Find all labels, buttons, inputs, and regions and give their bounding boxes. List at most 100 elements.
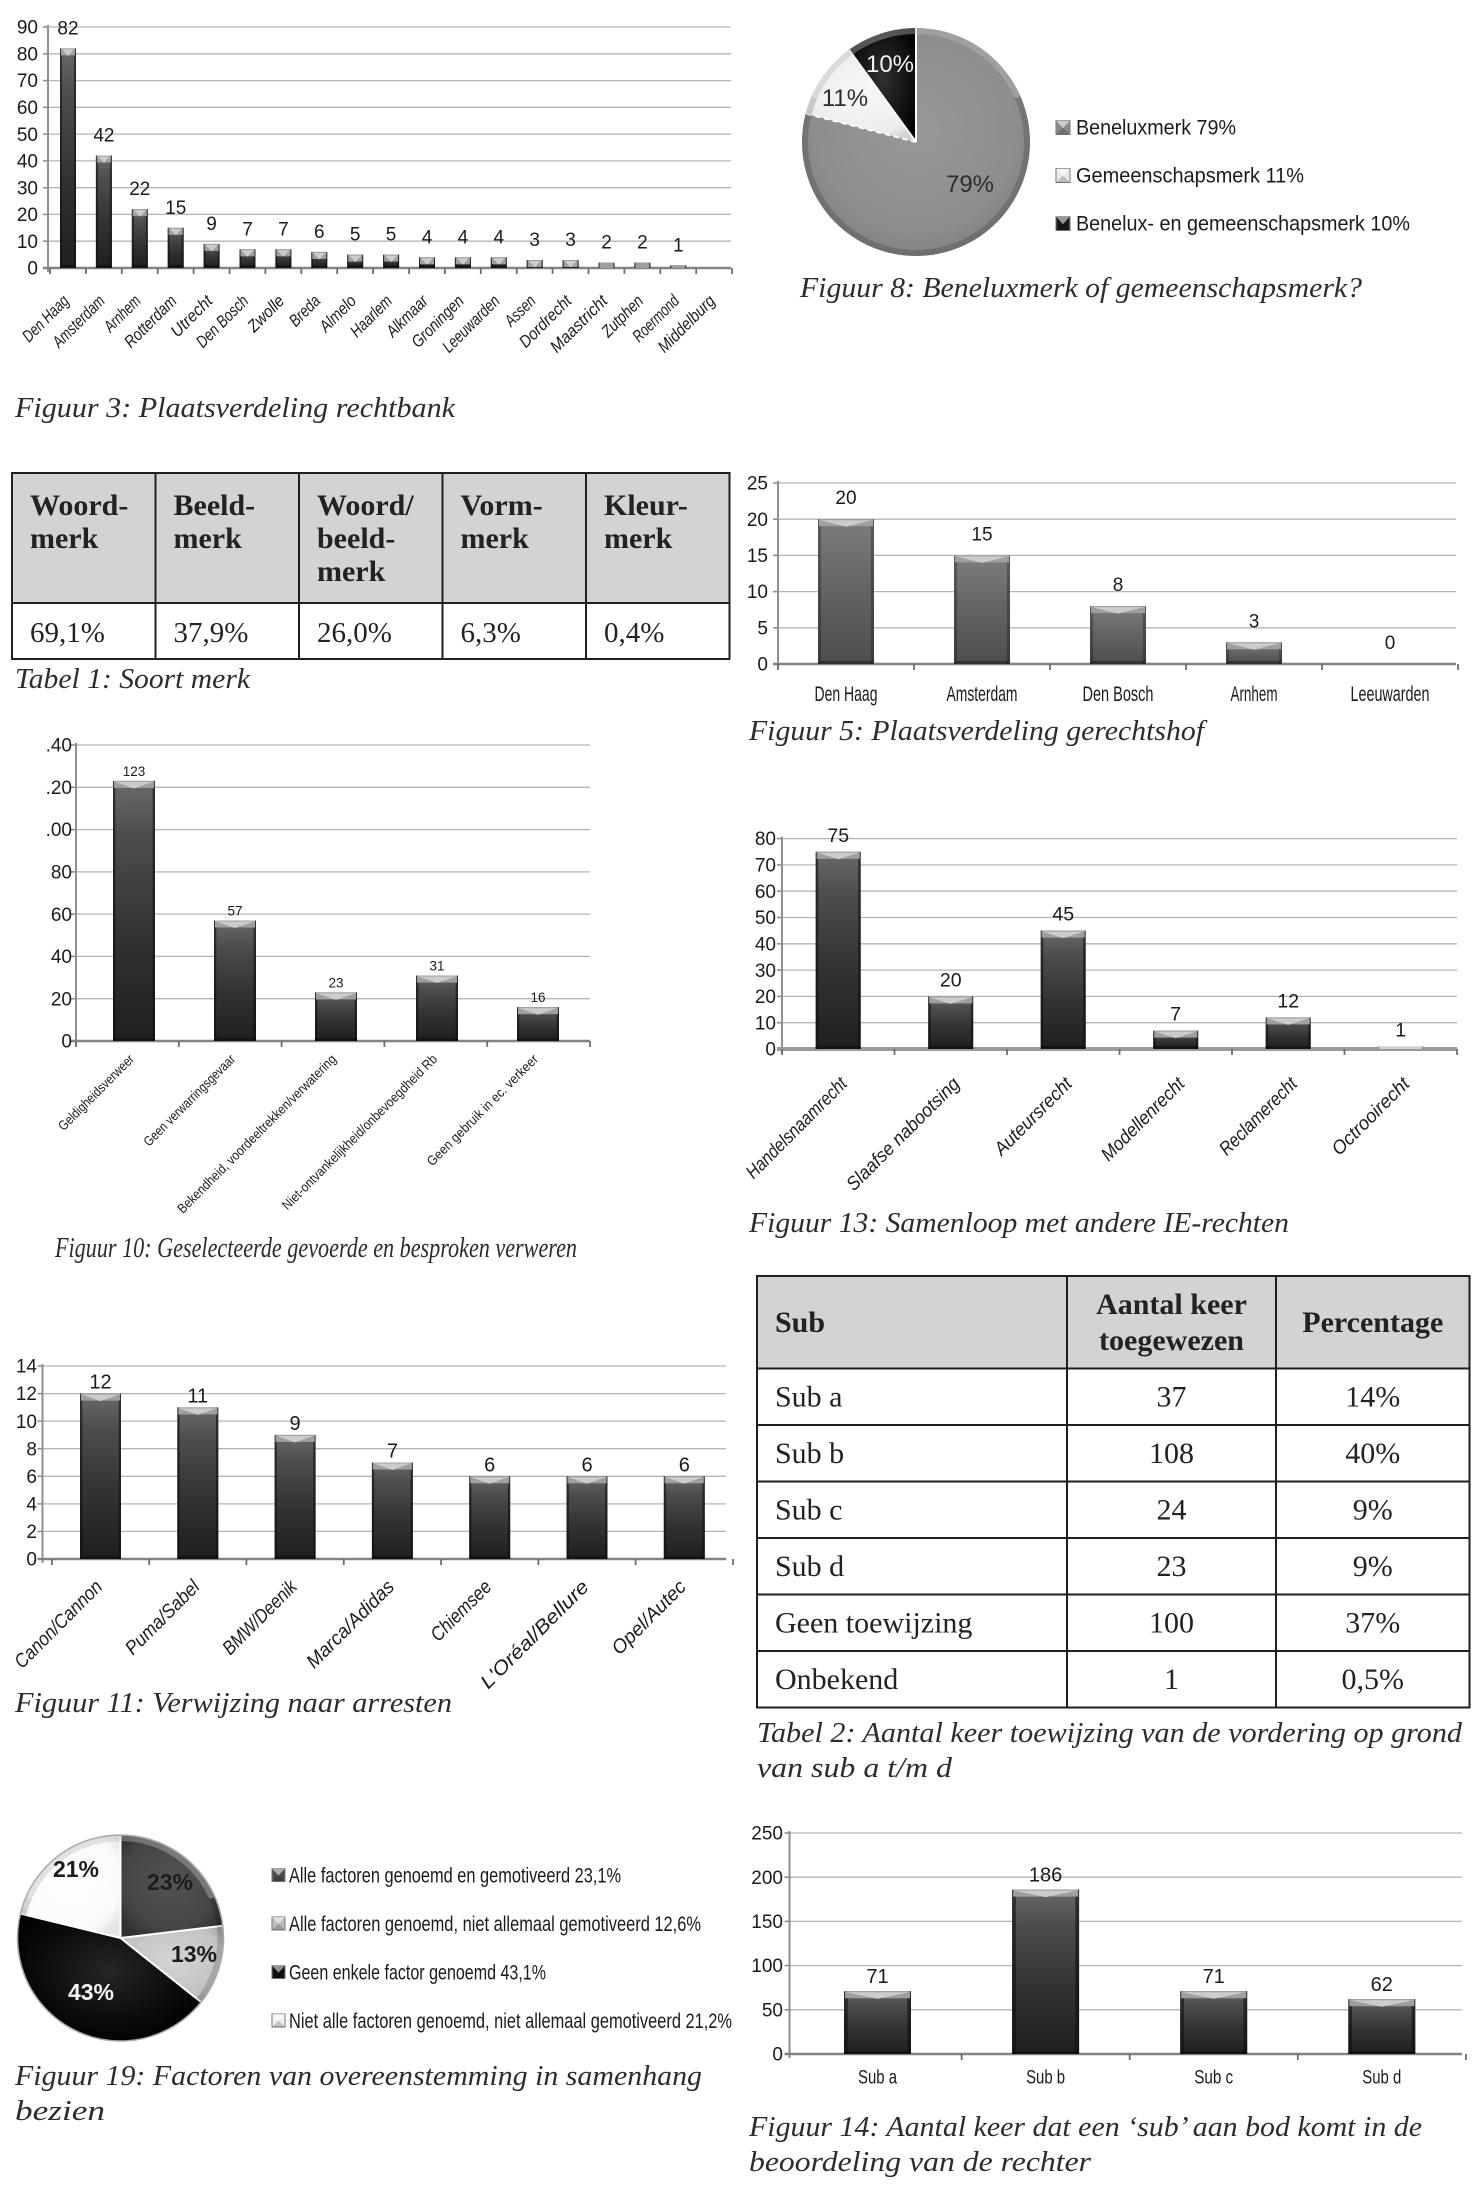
svg-text:70: 70 (17, 71, 38, 92)
svg-text:57: 57 (227, 904, 242, 919)
svg-text:Figuur 13: Samenloop met ander: Figuur 13: Samenloop met andere IE-recht… (748, 1208, 1289, 1239)
svg-text:.40: .40 (46, 736, 72, 757)
svg-text:5: 5 (350, 225, 361, 246)
svg-text:9: 9 (206, 214, 217, 235)
svg-text:merk: merk (461, 522, 530, 555)
svg-text:43%: 43% (68, 1979, 114, 2005)
svg-text:150: 150 (751, 1912, 783, 1933)
svg-text:4: 4 (26, 1495, 37, 1516)
svg-text:8: 8 (1113, 575, 1124, 596)
svg-text:Slaafse nabootsing: Slaafse nabootsing (843, 1073, 965, 1195)
svg-text:7: 7 (278, 219, 289, 240)
svg-text:23: 23 (1157, 1550, 1187, 1583)
svg-text:5: 5 (757, 618, 768, 639)
svg-text:Vorm-: Vorm- (461, 489, 543, 522)
svg-text:Sub a: Sub a (775, 1381, 843, 1414)
svg-text:Beeld-: Beeld- (174, 489, 256, 522)
svg-text:2: 2 (601, 233, 612, 254)
svg-text:Modellenrecht: Modellenrecht (1097, 1073, 1189, 1165)
svg-text:Figuur 10: Geselecteerde gevoe: Figuur 10: Geselecteerde gevoerde en bes… (54, 1233, 577, 1264)
svg-text:3: 3 (1249, 611, 1260, 632)
svg-text:14%: 14% (1345, 1381, 1400, 1414)
svg-text:250: 250 (751, 1824, 783, 1845)
svg-text:1: 1 (1395, 1019, 1406, 1041)
svg-text:15: 15 (747, 546, 768, 567)
svg-text:12: 12 (1277, 990, 1299, 1012)
svg-text:62: 62 (1371, 1974, 1393, 1996)
svg-text:71: 71 (866, 1966, 888, 1988)
svg-text:90: 90 (17, 18, 38, 39)
svg-text:50: 50 (755, 908, 776, 929)
svg-text:10%: 10% (866, 51, 914, 78)
svg-text:13%: 13% (171, 1941, 217, 1967)
svg-text:merk: merk (317, 555, 386, 588)
svg-text:31: 31 (429, 959, 444, 974)
svg-text:Canon/Cannon: Canon/Cannon (10, 1576, 107, 1673)
svg-text:42: 42 (93, 126, 114, 147)
svg-text:Puma/Sabel: Puma/Sabel (121, 1576, 205, 1660)
svg-text:Handelsnaamrecht: Handelsnaamrecht (742, 1073, 852, 1183)
svg-text:1: 1 (1164, 1663, 1179, 1696)
svg-text:4: 4 (422, 227, 433, 248)
svg-text:80: 80 (755, 829, 776, 850)
svg-text:Zwolle: Zwolle (243, 291, 288, 336)
svg-text:Figuur 5: Plaatsverdeling gere: Figuur 5: Plaatsverdeling gerechtshof (748, 716, 1207, 747)
svg-text:0,4%: 0,4% (604, 617, 664, 649)
svg-text:Geen verwarringsgevaar: Geen verwarringsgevaar (141, 1051, 239, 1149)
svg-text:45: 45 (1052, 904, 1074, 926)
svg-text:71: 71 (1203, 1966, 1225, 1988)
svg-text:50: 50 (17, 125, 38, 146)
svg-text:bezien: bezien (15, 2096, 105, 2127)
svg-text:Reclamerecht: Reclamerecht (1215, 1073, 1302, 1160)
svg-text:0: 0 (26, 1550, 37, 1571)
svg-text:Den Bosch: Den Bosch (1083, 683, 1154, 706)
svg-text:20: 20 (747, 510, 768, 531)
svg-text:3: 3 (529, 230, 540, 251)
svg-text:6: 6 (26, 1467, 37, 1488)
svg-text:60: 60 (755, 882, 776, 903)
svg-text:Auteursrecht: Auteursrecht (990, 1073, 1077, 1160)
svg-text:Beneluxmerk 79%: Beneluxmerk 79% (1076, 117, 1236, 140)
svg-text:Geen gebruik in ec. verkeer: Geen gebruik in ec. verkeer (424, 1051, 542, 1169)
svg-text:0,5%: 0,5% (1342, 1663, 1405, 1696)
svg-text:80: 80 (51, 863, 72, 884)
svg-text:beoordeling van de rechter: beoordeling van de rechter (749, 2147, 1091, 2178)
svg-text:merk: merk (30, 522, 99, 555)
svg-text:Gemeenschapsmerk 11%: Gemeenschapsmerk 11% (1076, 165, 1304, 188)
svg-text:123: 123 (123, 764, 146, 779)
svg-text:40: 40 (51, 947, 72, 968)
svg-text:37,9%: 37,9% (174, 617, 249, 649)
svg-text:79%: 79% (946, 171, 994, 198)
svg-text:Arnhem: Arnhem (1231, 683, 1278, 706)
svg-text:Alle factoren genoemd en gemot: Alle factoren genoemd en gemotiveerd 23,… (289, 1865, 621, 1888)
svg-text:Niet alle factoren genoemd, ni: Niet alle factoren genoemd, niet allemaa… (289, 2010, 732, 2033)
svg-text:0: 0 (757, 655, 768, 676)
svg-text:40: 40 (755, 934, 776, 955)
svg-text:37%: 37% (1345, 1607, 1400, 1640)
svg-text:12: 12 (89, 1372, 111, 1394)
svg-text:Sub d: Sub d (1362, 2068, 1401, 2089)
svg-text:186: 186 (1029, 1865, 1062, 1887)
svg-text:100: 100 (751, 1956, 783, 1977)
svg-text:23%: 23% (147, 1869, 193, 1895)
svg-text:75: 75 (827, 825, 849, 847)
svg-text:0: 0 (765, 1040, 776, 1061)
svg-text:Figuur 11: Verwijzing naar arr: Figuur 11: Verwijzing naar arresten (14, 1688, 452, 1719)
svg-text:Percentage: Percentage (1302, 1306, 1443, 1339)
svg-text:merk: merk (604, 522, 673, 555)
svg-text:10: 10 (755, 1013, 776, 1034)
svg-text:7: 7 (1170, 1004, 1181, 1026)
svg-text:Figuur 19: Factoren van overee: Figuur 19: Factoren van overeenstemming … (14, 2061, 702, 2092)
svg-text:10: 10 (747, 582, 768, 603)
svg-text:10: 10 (16, 1412, 37, 1433)
svg-text:9: 9 (290, 1413, 301, 1435)
svg-text:6: 6 (484, 1454, 495, 1476)
svg-text:Den Haag: Den Haag (815, 683, 878, 706)
svg-text:2: 2 (26, 1522, 37, 1543)
svg-text:1: 1 (673, 235, 684, 256)
svg-text:82: 82 (57, 18, 78, 39)
svg-text:0: 0 (27, 259, 38, 280)
svg-text:15: 15 (165, 198, 186, 219)
svg-text:beeld-: beeld- (317, 522, 395, 555)
svg-text:108: 108 (1149, 1437, 1194, 1470)
